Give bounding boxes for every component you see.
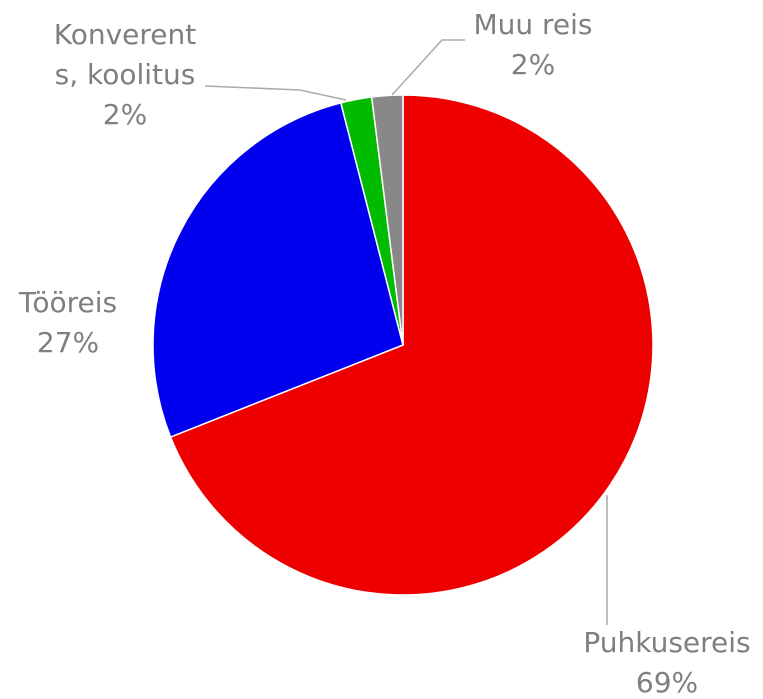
leader-line <box>204 85 347 101</box>
slice-label: Muu reis 2% <box>433 5 633 85</box>
value-label: 2% <box>510 48 556 81</box>
slice-label: Konverents, koolitus 2% <box>43 15 208 135</box>
value-label: 2% <box>102 98 148 131</box>
pie-slice <box>370 94 404 346</box>
category-label: Tööreis <box>18 286 118 319</box>
value-label: 69% <box>635 666 699 699</box>
category-label: Puhkusereis <box>583 626 751 659</box>
category-label: Konverents, koolitus <box>53 18 197 91</box>
slice-label: Puhkusereis 69% <box>567 623 763 699</box>
pie-slice <box>152 101 404 439</box>
leader-line <box>391 39 465 96</box>
pie-slice <box>169 94 654 596</box>
slice-label: Tööreis 27% <box>0 283 148 363</box>
category-label: Muu reis <box>473 8 593 41</box>
value-label: 27% <box>36 326 100 359</box>
